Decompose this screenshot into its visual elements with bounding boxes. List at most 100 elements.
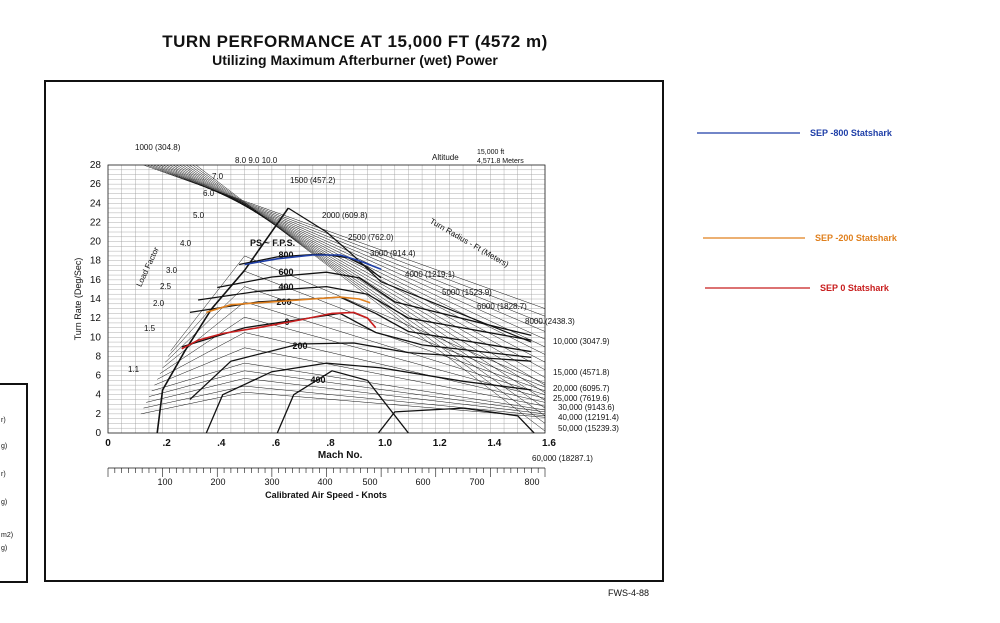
altitude-label: Altitude xyxy=(432,153,459,162)
x-tick-label: 1.0 xyxy=(378,438,392,449)
y-tick-label: 8 xyxy=(95,351,101,362)
kcas-tick-label: 200 xyxy=(210,477,225,487)
kcas-axis-title: Calibrated Air Speed - Knots xyxy=(265,490,387,500)
ps-label: PS ~ F.P.S. xyxy=(250,238,295,248)
turn-radius-value: 5000 (1523.9) xyxy=(442,288,492,297)
load-factor-line xyxy=(151,362,545,411)
y-tick-label: 12 xyxy=(90,313,102,324)
ps-contour-label: 200 xyxy=(276,297,291,307)
x-tick-label: .8 xyxy=(326,438,335,449)
chart-frame xyxy=(44,80,664,582)
turn-radius-value: 25,000 (7619.6) xyxy=(553,394,610,403)
turn-radius-title: Turn Radius - Ft (Meters) xyxy=(428,217,510,270)
turn-radius-line xyxy=(176,165,545,386)
y-tick-label: 2 xyxy=(95,409,101,420)
load-factor-value: 7.0 xyxy=(212,172,224,181)
y-tick-label: 18 xyxy=(90,256,102,267)
load-factor-line xyxy=(157,332,545,403)
side-fragment-text: g) xyxy=(1,499,7,506)
kcas-tick-label: 300 xyxy=(264,477,279,487)
legend-label: SEP -800 Statshark xyxy=(810,128,893,138)
side-fragment-text: g) xyxy=(1,443,7,450)
altitude-ft: 15,000 ft xyxy=(477,149,504,156)
turn-radius-value: 2000 (609.8) xyxy=(322,211,368,220)
load-factor-line xyxy=(146,378,545,415)
y-tick-label: 16 xyxy=(90,275,102,286)
ps-contour xyxy=(377,407,535,433)
turn-radius-value: 1500 (457.2) xyxy=(290,176,336,185)
turn-radius-value: 20,000 (6095.7) xyxy=(553,384,610,393)
turn-radius-line xyxy=(182,165,545,401)
y-tick-label: 26 xyxy=(90,179,102,190)
y-tick-label: 14 xyxy=(90,294,102,305)
y-axis-title: Turn Rate (Deg/Sec) xyxy=(73,258,83,341)
x-tick-label: 1.2 xyxy=(433,438,447,449)
turn-radius-line xyxy=(172,165,545,378)
turn-radius-value: 3000 (914.4) xyxy=(370,249,416,258)
side-fragment-text: m2) xyxy=(1,532,13,539)
ps-contour xyxy=(189,342,532,400)
turn-radius-line xyxy=(192,165,545,424)
y-tick-label: 20 xyxy=(90,237,102,248)
turn-radius-line xyxy=(169,165,545,371)
ps-contour xyxy=(198,285,532,341)
side-fragment-text: g) xyxy=(1,545,7,552)
figure-code: FWS-4-88 xyxy=(608,588,650,598)
load-factor-value: 2.0 xyxy=(153,299,165,308)
side-panel-fragment xyxy=(0,383,28,583)
y-tick-label: 24 xyxy=(90,198,102,209)
turn-radius-line xyxy=(185,165,545,409)
load-factor-value: 1.5 xyxy=(144,324,156,333)
load-factor-value: 2.5 xyxy=(160,282,172,291)
ps-contour xyxy=(181,312,532,359)
kcas-tick-label: 100 xyxy=(157,477,172,487)
chart-subtitle: Utilizing Maximum Afterburner (wet) Powe… xyxy=(212,52,498,68)
turn-radius-value: 60,000 (18287.1) xyxy=(532,454,593,463)
ps-contour xyxy=(217,271,532,337)
ps-contour xyxy=(238,253,382,279)
x-tick-label: .6 xyxy=(272,438,281,449)
turn-radius-line xyxy=(189,165,545,417)
turn-radius-value: 30,000 (9143.6) xyxy=(558,403,615,412)
x-tick-label: 0 xyxy=(105,438,111,449)
y-tick-label: 22 xyxy=(90,217,102,228)
load-factor-value: 3.0 xyxy=(166,266,178,275)
ps-contour-label: 800 xyxy=(278,250,293,260)
y-tick-label: 6 xyxy=(95,371,101,382)
turn-radius-value: 2500 (762.0) xyxy=(348,233,394,242)
load-factor-line xyxy=(162,301,545,395)
turn-radius-line xyxy=(195,165,545,432)
load-factor-line xyxy=(154,347,545,407)
y-tick-label: 28 xyxy=(90,160,102,171)
legend: SEP -800 Statshark SEP -200 Statshark SEP … xyxy=(697,128,898,293)
legend-label: SEP -200 Statshark xyxy=(815,233,898,243)
load-factor-line xyxy=(148,370,545,413)
turn-radius-value: 8000 (2438.3) xyxy=(525,317,575,326)
turn-radius-value: 10,000 (3047.9) xyxy=(553,337,610,346)
kcas-tick-label: 800 xyxy=(524,477,539,487)
chart-title: TURN PERFORMANCE AT 15,000 FT (4572 m) xyxy=(162,32,548,51)
turn-radius-value: 40,000 (12191.4) xyxy=(558,413,619,422)
turn-radius-value: 1000 (304.8) xyxy=(135,143,181,152)
series-line xyxy=(244,254,382,271)
ps-contour-label: 600 xyxy=(278,267,293,277)
envelope-left xyxy=(156,207,289,433)
turn-radius-value: 50,000 (15239.3) xyxy=(558,424,619,433)
series-line xyxy=(206,296,371,314)
series-line xyxy=(181,311,377,350)
load-factor-line xyxy=(159,316,545,399)
x-tick-label: 1.6 xyxy=(542,438,556,449)
ps-contour xyxy=(205,362,532,433)
turn-radius-value: 4000 (1219.1) xyxy=(405,270,455,279)
turn-radius-value: 6000 (1828.7) xyxy=(477,302,527,311)
ps-contour xyxy=(276,370,409,433)
chart-annotations: 1.1 1.5 2.0 2.5 3.0 4.0 5.0 6.0 7.0 8.0 9.0 10.0 L… xyxy=(128,143,619,463)
kcas-tick-label: 500 xyxy=(362,477,377,487)
load-factor-line xyxy=(170,255,545,384)
load-factor-value: 1.1 xyxy=(128,365,140,374)
sep-series xyxy=(181,254,382,350)
side-fragments: r) g) r) g) m2) g) xyxy=(1,417,13,552)
load-factor-line xyxy=(165,286,545,392)
